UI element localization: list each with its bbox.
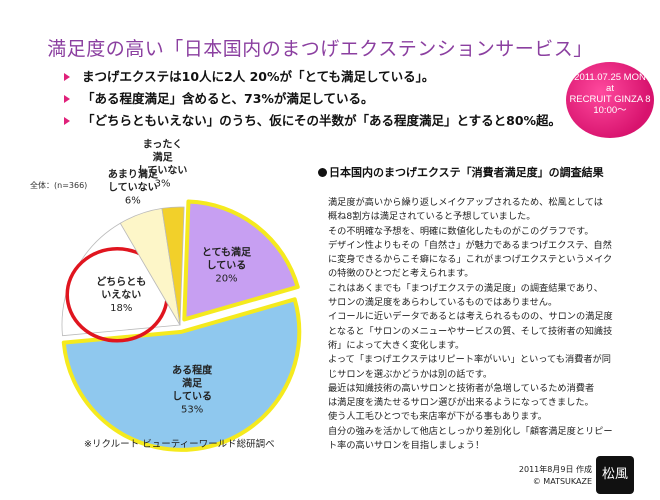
pie-slice-label: あまり満足していない 6% (108, 167, 159, 206)
date-badge-venue: RECRUIT GINZA 8 (569, 94, 651, 105)
pie-slice-label: とても満足している 20% (202, 246, 252, 285)
pie-slice-label: まったく満足していない 3% (138, 139, 188, 190)
date-badge: 2011.07.25 MON at RECRUIT GINZA 8 10:00〜 (566, 62, 654, 138)
sample-size-note: 全体：(n=366) (30, 181, 88, 190)
article-line: ト率の高いサロンを目指しましょう！ (328, 440, 485, 452)
bullet-text: まつげエクステは10人に2人 20%が「とても満足している」。 (82, 69, 435, 84)
article-line: デザイン性よりもその「自然さ」が魅力であるまつげエクステ、自然 (328, 239, 612, 251)
date-badge-date: 2011.07.25 MON (574, 72, 646, 83)
date-badge-time: 10:00〜 (593, 105, 627, 116)
article-line: サロンの満足度をあらわしているものではありません。 (328, 297, 558, 309)
triangle-bullet-icon (64, 95, 70, 103)
bullet-text: 「ある程度満足」含めると、73%が満足している。 (82, 91, 374, 106)
article-line: 概ね8割方は満足されていると予想していました。 (328, 211, 536, 223)
article-line: 満足度が高いから繰り返しメイクアップされるため、松風としては (328, 197, 603, 208)
article-line: イコールに近いデータであるとは考えられるものの、サロンの満足度 (328, 311, 613, 323)
article-line: その不明確な予想を、明確に数値化したものがこのグラフです。 (328, 225, 594, 237)
pie-slice (161, 206, 185, 326)
triangle-bullet-icon (64, 73, 70, 81)
bullet-item: 「ある程度満足」含めると、73%が満足している。 (62, 90, 582, 108)
source-note: ※リクルート ビューティーワールド総研調べ (84, 439, 275, 450)
article-line: 最近は知識技術の高いサロンと技術者が急増しているため消費者 (328, 382, 595, 394)
article-body: 満足度が高いから繰り返しメイクアップされるため、松風としては 概ね8割方は満足され… (328, 196, 640, 453)
pie-slice (182, 199, 300, 322)
article-title-text: 日本国内のまつげエクステ「消費者満足度」の調査結果 (329, 166, 604, 179)
triangle-bullet-icon (64, 117, 70, 125)
footer: 2011年8月9日 作成 © MATSUKAZE (500, 464, 592, 488)
copyright: © MATSUKAZE (532, 477, 592, 486)
article: 日本国内のまつげエクステ「消費者満足度」の調査結果 満足度が高いから繰り返しメイ… (318, 164, 640, 453)
article-title: 日本国内のまつげエクステ「消費者満足度」の調査結果 (318, 164, 640, 180)
pie-slice (61, 297, 302, 452)
article-line: じサロンを選ぶかどうかは別の話です。 (328, 368, 493, 380)
bullet-dot-icon (318, 168, 327, 177)
article-line: となると「サロンのメニューやサービスの質、そして技術者の知識技 (328, 325, 613, 337)
matsukaze-logo: 松風 (596, 456, 634, 494)
bullet-item: まつげエクステは10人に2人 20%が「とても満足している」。 (62, 68, 582, 86)
bullet-item: 「どちらともいえない」のうち、仮にその半数が「ある程度満足」とすると80%超。 (62, 112, 582, 130)
page-title: 満足度の高い「日本国内のまつげエクステンションサービス」 (47, 38, 593, 60)
article-line: 術」によって大きく変化します。 (328, 339, 465, 351)
article-line: 自分の強みを活かして他店としっかり差別化し「顧客満足度とリピー (328, 425, 613, 437)
bullet-text: 「どちらともいえない」のうち、仮にその半数が「ある程度満足」とすると80%超。 (82, 113, 562, 128)
article-line: よって「まつげエクステはリピート率がいい」といっても消費者が同 (328, 354, 611, 366)
article-line: これはあくまでも「まつげエクステの満足度」の調査結果であり、 (328, 282, 603, 294)
article-line: に変身できるからこそ癖になる」これがまつげエクステというメイク (328, 254, 613, 266)
article-line: は満足度を満たせるサロン選びが出来るようになってきました。 (328, 397, 594, 409)
satisfaction-pie-chart: とても満足している 20% ある程度満足している 53% どちらともいえない 18% あまり… (61, 139, 302, 452)
article-line: 使う人工毛ひとつでも来店率が下がる事もあります。 (328, 411, 547, 423)
created-date: 2011年8月9日 作成 (518, 465, 592, 474)
pie-slice-label: ある程度満足している 53% (172, 363, 213, 415)
bullet-list: まつげエクステは10人に2人 20%が「とても満足している」。 「ある程度満足」… (62, 68, 582, 134)
pie-slice-label: どちらともいえない 18% (96, 275, 146, 314)
date-badge-at: at (606, 83, 614, 94)
article-line: の特徴のひとつだと考えられます。 (328, 268, 474, 280)
